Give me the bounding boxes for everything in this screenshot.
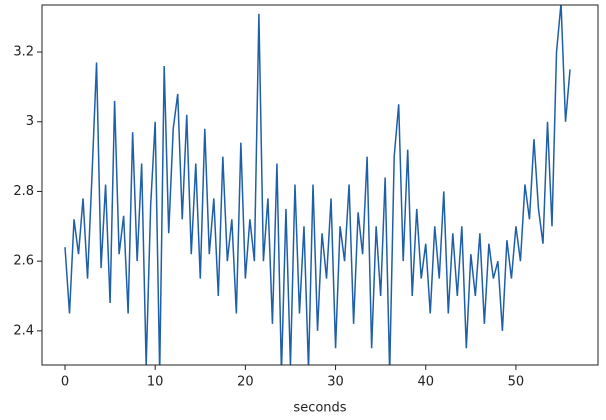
- y-tick-label: 2.8: [13, 184, 34, 199]
- x-tick-label: 10: [147, 375, 164, 390]
- x-tick-label: 40: [417, 375, 434, 390]
- plot-frame: [41, 4, 599, 366]
- x-tick-label: 0: [61, 375, 69, 390]
- x-tick-label: 50: [508, 375, 525, 390]
- data-line: [64, 5, 571, 365]
- x-tick-label: 30: [327, 375, 344, 390]
- x-tick-label: 20: [237, 375, 254, 390]
- y-tick-label: 3: [26, 114, 34, 129]
- y-tick-label: 2.6: [13, 254, 34, 269]
- y-tick-label: 2.4: [13, 323, 34, 338]
- x-axis-label: seconds: [293, 401, 346, 416]
- y-tick-label: 3.2: [13, 45, 34, 60]
